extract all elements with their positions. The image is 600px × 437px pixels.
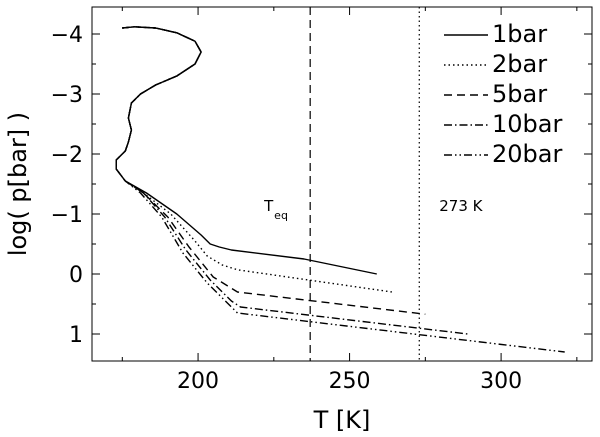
- x-tick-label: 250: [329, 369, 371, 394]
- series-line-5bar: [115, 26, 426, 315]
- x-tick-label: 200: [177, 369, 219, 394]
- y-tick-label: 1: [69, 323, 83, 348]
- y-tick-label: −3: [51, 83, 83, 108]
- y-axis-title: log( p[bar] ): [4, 112, 32, 256]
- y-tick-label: −2: [51, 143, 83, 168]
- series-lines: [115, 26, 565, 353]
- ref-273k-label: 273 K: [439, 197, 483, 215]
- teq-label: T: [263, 197, 274, 215]
- reference-lines: Teq 273 K: [263, 7, 484, 361]
- legend-label-10bar: 10bar: [492, 110, 562, 138]
- series-line-20bar: [115, 26, 565, 353]
- axis-ticks: 200 250 300 −4 −3 −2 −1 0 1: [51, 7, 592, 394]
- y-tick-label: −4: [51, 23, 83, 48]
- legend-label-5bar: 5bar: [492, 80, 547, 108]
- legend-label-2bar: 2bar: [492, 50, 547, 78]
- series-line-1bar: [115, 26, 377, 275]
- legend-label-1bar: 1bar: [492, 20, 547, 48]
- x-tick-label: 300: [480, 369, 522, 394]
- teq-label-subscript: eq: [274, 209, 288, 222]
- legend-label-20bar: 20bar: [492, 140, 562, 168]
- x-axis-title: T [K]: [313, 406, 371, 434]
- y-tick-label: −1: [51, 203, 83, 228]
- series-line-10bar: [115, 26, 468, 335]
- y-tick-label: 0: [69, 263, 83, 288]
